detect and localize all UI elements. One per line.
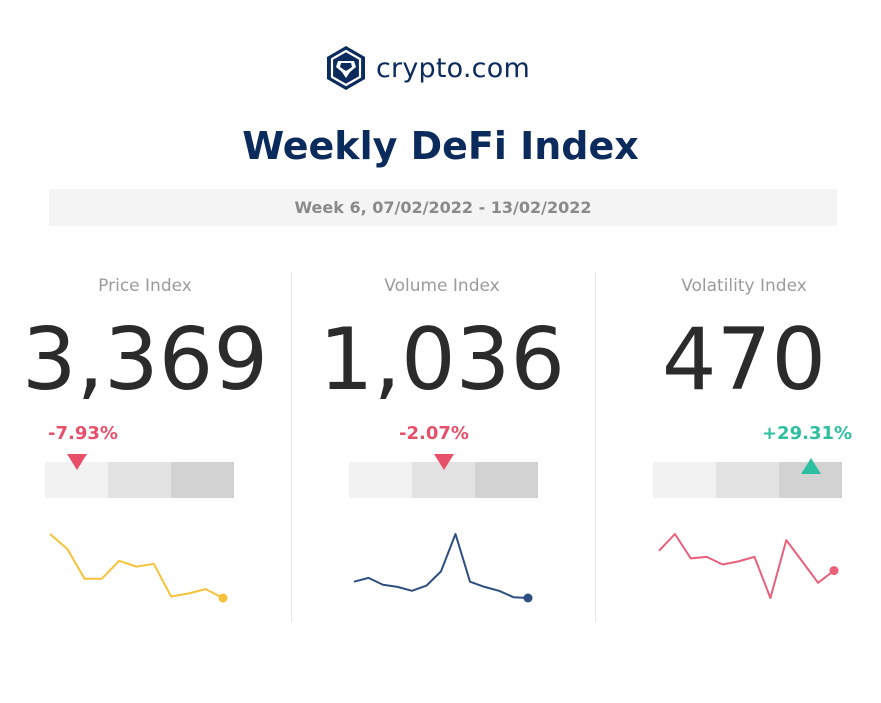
volume-index-change: -2.07% bbox=[399, 423, 469, 444]
page-title: Weekly DeFi Index bbox=[242, 124, 639, 168]
volatility-index-change: +29.31% bbox=[761, 423, 853, 444]
triangle-down-icon bbox=[66, 454, 87, 470]
last-point bbox=[218, 593, 228, 603]
volume-index-label: Volume Index bbox=[384, 276, 500, 296]
volatility-index-value: 470 bbox=[661, 310, 827, 410]
volatility-index-sparkline bbox=[658, 533, 839, 599]
volume-index-panel: Volume Index 1,036 -2.07% bbox=[297, 268, 587, 628]
price-index-label: Price Index bbox=[98, 276, 192, 296]
last-point bbox=[829, 566, 839, 576]
gauge-segment bbox=[475, 462, 538, 498]
gauge-segment bbox=[716, 462, 779, 498]
series-line bbox=[353, 533, 529, 599]
gauge-segment bbox=[349, 462, 412, 498]
volume-index-gauge bbox=[349, 462, 538, 498]
gauge-segment bbox=[171, 462, 234, 498]
brand-logo: crypto.com bbox=[326, 44, 530, 92]
column-divider bbox=[595, 272, 596, 622]
price-index-gauge bbox=[45, 462, 234, 498]
gauge-segment bbox=[653, 462, 716, 498]
series-line bbox=[49, 533, 224, 599]
brand-name: crypto.com bbox=[376, 52, 530, 84]
series-line bbox=[658, 533, 835, 599]
triangle-down-icon bbox=[433, 454, 454, 470]
column-divider bbox=[291, 272, 292, 622]
price-index-panel: Price Index 3,369 -7.93% bbox=[0, 268, 290, 628]
week-period: Week 6, 07/02/2022 - 13/02/2022 bbox=[49, 189, 837, 226]
volatility-index-panel: Volatility Index 470 +29.31% bbox=[599, 268, 881, 628]
gauge-segment bbox=[108, 462, 171, 498]
price-index-value: 3,369 bbox=[21, 310, 269, 410]
last-point bbox=[523, 593, 533, 603]
triangle-up-icon bbox=[800, 458, 821, 474]
volatility-index-label: Volatility Index bbox=[681, 276, 807, 296]
price-index-change: -7.93% bbox=[48, 423, 118, 444]
volume-index-sparkline bbox=[353, 533, 533, 603]
price-index-sparkline bbox=[49, 533, 228, 603]
crypto-com-logo-icon bbox=[327, 46, 365, 90]
volume-index-value: 1,036 bbox=[318, 310, 566, 410]
